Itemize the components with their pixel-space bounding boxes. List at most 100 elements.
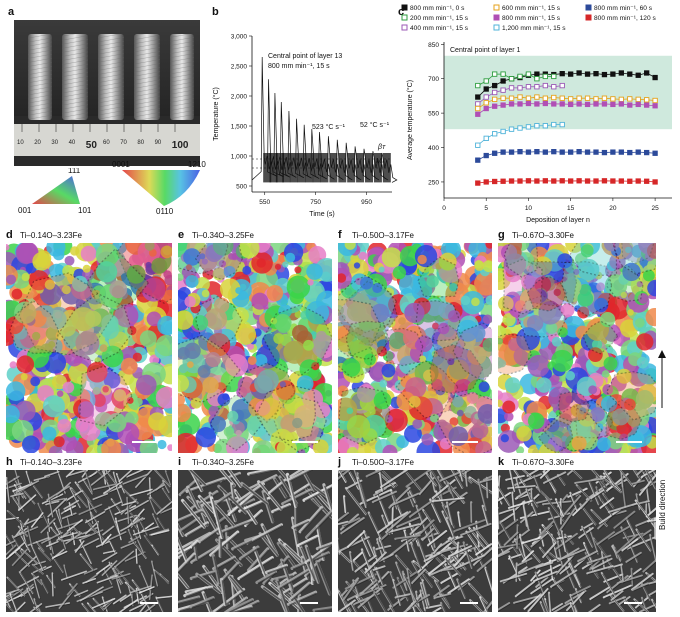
data-point	[542, 82, 548, 89]
data-point	[492, 82, 498, 89]
prior-beta-grain-boundary	[517, 294, 567, 338]
cooling-cluster	[320, 153, 329, 183]
cooling-cluster	[338, 153, 347, 183]
y-axis-label: Temperature (°C)	[212, 87, 220, 141]
legend-label: 800 mm min⁻¹, 15 s	[502, 15, 561, 22]
data-point	[525, 149, 532, 155]
ipf-hex-key: 0001 1210 0110	[108, 160, 212, 218]
legend-marker	[401, 4, 408, 11]
data-point	[644, 149, 650, 156]
data-point	[551, 84, 557, 90]
legend-label: 800 mm min⁻¹, 0 s	[410, 5, 465, 12]
panel-label-i: i	[178, 456, 182, 468]
data-point	[475, 101, 481, 107]
prior-beta-grain-boundary	[178, 243, 229, 275]
prior-beta-grain-boundary	[575, 399, 614, 439]
data-point	[610, 178, 616, 184]
data-point	[492, 71, 498, 77]
data-point	[568, 101, 574, 108]
data-point	[534, 84, 540, 90]
data-point	[627, 102, 633, 108]
ebsd-map	[178, 243, 332, 453]
legend-label: 800 mm min⁻¹, 120 s	[594, 15, 656, 22]
cooling-cluster	[356, 153, 365, 183]
legend-marker	[493, 24, 500, 31]
ruler-tick-label: 90	[154, 140, 162, 146]
prior-beta-grain-boundary	[85, 248, 150, 312]
prior-beta-grain-boundary	[338, 299, 382, 358]
data-point	[618, 149, 624, 155]
y-tick-label: 2,500	[231, 64, 248, 71]
data-point	[551, 149, 557, 155]
data-point	[492, 131, 498, 137]
ipf-hex-right-label: 1210	[188, 160, 206, 169]
data-point	[551, 94, 557, 101]
annotation-central-point: Central point of layer 13	[268, 53, 342, 60]
prior-beta-grain-boundary	[558, 391, 591, 423]
ruler-tick-label: 70	[120, 140, 127, 146]
prior-beta-grain-boundary	[116, 243, 172, 304]
data-point	[618, 101, 624, 107]
x-tick-label: 20	[609, 205, 617, 212]
data-point	[593, 149, 599, 155]
ipf-cubic-left-label: 001	[18, 206, 32, 214]
sample-title: Ti–0.14O–3.23Fe	[20, 231, 82, 240]
data-point	[627, 71, 633, 77]
ipf-hex-bottom-label: 0110	[156, 207, 174, 216]
x-tick-label: 750	[310, 199, 321, 206]
data-point	[627, 96, 633, 102]
legend-marker	[585, 14, 592, 21]
x-axis-label: Deposition of layer n	[526, 217, 590, 224]
data-point	[517, 85, 523, 91]
ipf-cubic-key: 111 001 101	[18, 168, 98, 214]
data-point	[559, 95, 565, 101]
data-point	[542, 95, 548, 101]
y-tick-label: 400	[428, 145, 439, 152]
prior-beta-grain-boundary	[614, 243, 656, 275]
panel-label-h: h	[6, 456, 13, 468]
cooling-cluster	[275, 153, 284, 183]
data-point	[508, 126, 515, 132]
data-point	[483, 105, 489, 112]
data-point	[568, 96, 574, 102]
prior-beta-grain-boundary	[338, 280, 399, 347]
data-point	[551, 178, 557, 184]
legend-marker	[401, 24, 408, 31]
data-point	[525, 71, 532, 77]
data-point	[500, 102, 506, 108]
prior-beta-grain-boundary	[436, 392, 492, 453]
data-point	[635, 72, 641, 78]
sem-micrograph	[498, 470, 656, 612]
series-line	[477, 180, 656, 184]
data-point	[635, 178, 641, 184]
sem-micrograph	[178, 470, 332, 612]
build-direction-arrow-icon	[658, 350, 666, 408]
prior-beta-grain-boundary	[178, 334, 241, 404]
build-direction-label: Build direction	[658, 479, 667, 530]
data-point	[492, 103, 498, 109]
y-tick-label: 250	[428, 179, 439, 186]
y-tick-label: 850	[428, 42, 439, 49]
data-point	[635, 101, 641, 108]
scale-bar	[616, 441, 642, 443]
data-point	[500, 128, 506, 135]
data-point	[475, 157, 481, 163]
data-point	[475, 142, 481, 148]
data-point	[500, 178, 506, 184]
legend-label: 1,200 mm min⁻¹, 15 s	[502, 25, 566, 32]
prior-beta-grain-boundary	[255, 384, 316, 442]
sample-title: Ti–0.50O–3.17Fe	[352, 231, 414, 240]
x-tick-label: 0	[442, 205, 446, 212]
data-point	[618, 178, 624, 184]
y-tick-label: 700	[428, 76, 439, 83]
y-tick-label: 1,500	[231, 124, 248, 131]
series-line	[477, 73, 554, 86]
data-point	[610, 71, 616, 77]
y-tick-label: 1,000	[231, 154, 248, 161]
data-point	[584, 178, 591, 184]
data-point	[568, 178, 574, 184]
data-point	[584, 71, 591, 77]
data-point	[483, 135, 489, 142]
prior-beta-grain-boundary	[452, 322, 492, 383]
scale-bar	[300, 602, 318, 604]
